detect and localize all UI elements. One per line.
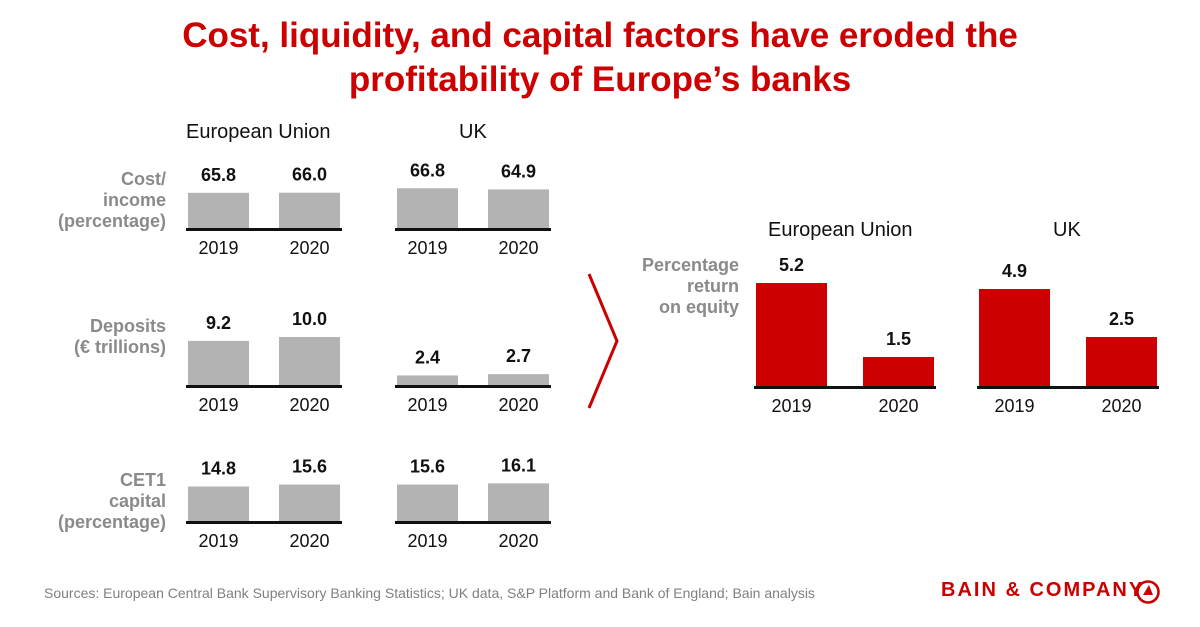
baseline-deposits-uk bbox=[395, 385, 551, 388]
tick-label-deposits-uk-2020: 2020 bbox=[498, 395, 538, 415]
baseline-cost-income-eu bbox=[186, 228, 342, 231]
bar-cost-income-uk-2020 bbox=[488, 189, 549, 229]
title-line-2: profitability of Europe’s banks bbox=[348, 60, 852, 99]
bar-cet1-eu-2019 bbox=[188, 486, 249, 522]
row-label-cost-income-3: (percentage) bbox=[57, 211, 166, 231]
page-title: Cost, liquidity, and capital factors hav… bbox=[0, 14, 1200, 102]
tick-label-roe-eu-2020: 2020 bbox=[878, 396, 918, 416]
bar-roe-uk-2019 bbox=[979, 289, 1050, 387]
data-label-cost-income-uk-2019: 66.8 bbox=[410, 160, 445, 180]
data-label-cost-income-eu-2019: 65.8 bbox=[201, 165, 236, 185]
bar-roe-eu-2020 bbox=[863, 357, 934, 387]
bar-roe-eu-2019 bbox=[756, 283, 827, 387]
bar-deposits-uk-2019 bbox=[397, 375, 458, 386]
bar-deposits-eu-2020 bbox=[279, 337, 340, 386]
data-label-deposits-uk-2020: 2.7 bbox=[506, 346, 531, 366]
data-label-cet1-eu-2019: 14.8 bbox=[201, 458, 236, 478]
baseline-roe-uk bbox=[977, 386, 1159, 389]
data-label-roe-eu-2020: 1.5 bbox=[886, 329, 911, 349]
tick-label-cet1-eu-2020: 2020 bbox=[289, 531, 329, 551]
row-label-roe-3: on equity bbox=[659, 297, 739, 317]
data-label-cost-income-uk-2020: 64.9 bbox=[501, 161, 536, 181]
row-label-roe-2: return bbox=[686, 276, 739, 296]
baseline-cost-income-uk bbox=[395, 228, 551, 231]
right-header-eu: European Union bbox=[768, 219, 913, 241]
tick-label-cost-income-uk-2020: 2020 bbox=[498, 238, 538, 258]
bar-cost-income-eu-2020 bbox=[279, 192, 340, 229]
bar-cet1-uk-2020 bbox=[488, 483, 549, 522]
brand-name: BAIN & COMPANY bbox=[941, 579, 1145, 601]
tick-label-deposits-uk-2019: 2019 bbox=[407, 395, 447, 415]
row-label-cet1-1: CET1 bbox=[119, 470, 166, 490]
row-label-cost-income-2: income bbox=[102, 190, 166, 210]
row-label-cost-income: Cost/ income (percentage) bbox=[16, 169, 166, 232]
source-note: Sources: European Central Bank Superviso… bbox=[44, 585, 815, 601]
tick-label-roe-uk-2020: 2020 bbox=[1101, 396, 1141, 416]
baseline-cet1-uk bbox=[395, 521, 551, 524]
data-label-cost-income-eu-2020: 66.0 bbox=[292, 165, 327, 185]
left-header-eu: European Union bbox=[186, 121, 331, 143]
bar-cet1-uk-2019 bbox=[397, 484, 458, 522]
bar-deposits-uk-2020 bbox=[488, 374, 549, 386]
bar-cet1-eu-2020 bbox=[279, 484, 340, 522]
data-label-cet1-uk-2019: 15.6 bbox=[410, 457, 445, 477]
row-label-deposits-1: Deposits bbox=[89, 316, 166, 336]
title-line-1: Cost, liquidity, and capital factors hav… bbox=[182, 16, 1018, 55]
tick-label-cost-income-eu-2019: 2019 bbox=[198, 238, 238, 258]
data-label-deposits-eu-2019: 9.2 bbox=[206, 313, 231, 333]
data-label-roe-eu-2019: 5.2 bbox=[779, 255, 804, 275]
row-label-cet1-3: (percentage) bbox=[57, 512, 166, 532]
row-label-roe: Percentage return on equity bbox=[589, 255, 739, 318]
bar-roe-uk-2020 bbox=[1086, 337, 1157, 387]
tick-label-cost-income-eu-2020: 2020 bbox=[289, 238, 329, 258]
row-label-cet1: CET1 capital (percentage) bbox=[16, 470, 166, 533]
data-label-deposits-eu-2020: 10.0 bbox=[292, 309, 327, 329]
tick-label-cet1-uk-2019: 2019 bbox=[407, 531, 447, 551]
bar-cost-income-eu-2019 bbox=[188, 192, 249, 229]
row-label-cost-income-1: Cost/ bbox=[121, 169, 166, 189]
data-label-cet1-eu-2020: 15.6 bbox=[292, 457, 327, 477]
tick-label-roe-eu-2019: 2019 bbox=[771, 396, 811, 416]
data-label-cet1-uk-2020: 16.1 bbox=[501, 455, 536, 475]
row-label-deposits: Deposits (€ trillions) bbox=[16, 316, 166, 358]
tick-label-cet1-uk-2020: 2020 bbox=[498, 531, 538, 551]
bar-deposits-eu-2019 bbox=[188, 340, 249, 386]
baseline-deposits-eu bbox=[186, 385, 342, 388]
left-header-uk: UK bbox=[459, 121, 487, 143]
row-label-roe-1: Percentage bbox=[641, 255, 739, 275]
tick-label-roe-uk-2019: 2019 bbox=[994, 396, 1034, 416]
tick-label-cet1-eu-2019: 2019 bbox=[198, 531, 238, 551]
tick-label-deposits-eu-2019: 2019 bbox=[198, 395, 238, 415]
data-label-roe-uk-2019: 4.9 bbox=[1002, 261, 1027, 281]
baseline-cet1-eu bbox=[186, 521, 342, 524]
data-label-deposits-uk-2019: 2.4 bbox=[415, 347, 440, 367]
right-header-uk: UK bbox=[1053, 219, 1081, 241]
baseline-roe-eu bbox=[754, 386, 936, 389]
tick-label-deposits-eu-2020: 2020 bbox=[289, 395, 329, 415]
tick-label-cost-income-uk-2019: 2019 bbox=[407, 238, 447, 258]
chevron-divider-icon bbox=[587, 273, 619, 409]
row-label-cet1-2: capital bbox=[108, 491, 166, 511]
bar-cost-income-uk-2019 bbox=[397, 188, 458, 229]
data-label-roe-uk-2020: 2.5 bbox=[1109, 309, 1134, 329]
row-label-deposits-2: (€ trillions) bbox=[73, 337, 166, 357]
brand-logo-icon bbox=[1136, 580, 1160, 604]
